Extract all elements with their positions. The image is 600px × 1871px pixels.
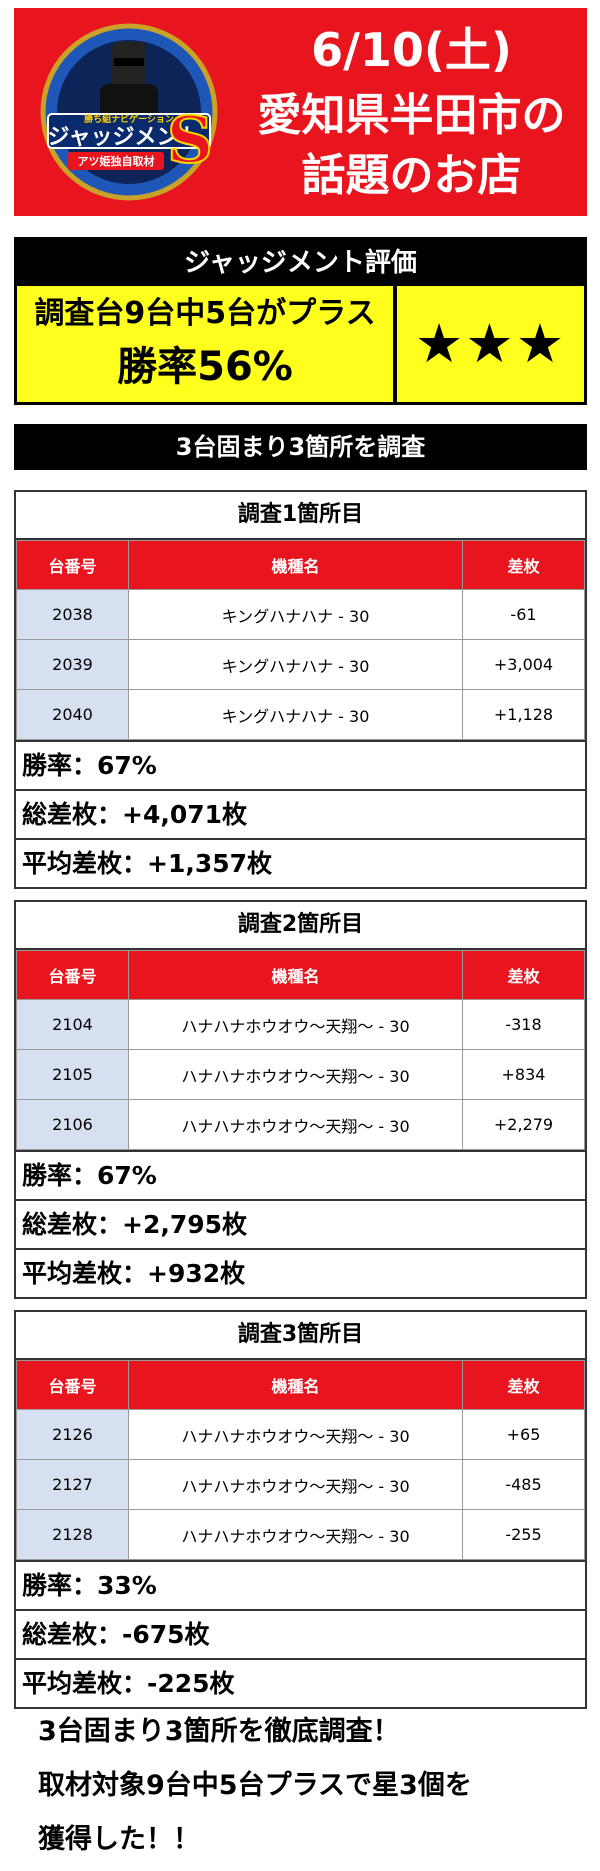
- coin-difference: +834: [462, 1049, 585, 1100]
- win-rate: 勝率：67%: [16, 740, 585, 789]
- machine-table: 台番号 機種名 差枚 2104 ハナハナホウオウ～天翔～ - 30 -318 2…: [16, 950, 585, 1150]
- machine-table: 台番号 機種名 差枚 2038 キングハナハナ - 30 -61 2039 キン…: [16, 540, 585, 740]
- footer-line-3: 獲得した！！: [38, 1824, 200, 1855]
- table-row: 2106 ハナハナホウオウ～天翔～ - 30 +2,279: [16, 1099, 585, 1150]
- win-rate: 勝率：67%: [16, 1150, 585, 1199]
- judgment-s-logo: 勝ち組ナビゲーション ジャッジメント S アツ姫独自取材: [40, 23, 218, 201]
- machine-number: 2127: [16, 1459, 129, 1510]
- model-name: キングハナハナ - 30: [128, 689, 463, 740]
- table-row: 2128 ハナハナホウオウ～天翔～ - 30 -255: [16, 1509, 585, 1560]
- survey-title: 調査2箇所目: [16, 902, 585, 950]
- table-row: 2039 キングハナハナ - 30 +3,004: [16, 639, 585, 690]
- footer-line-2: 取材対象9台中5台プラスで星3個を: [38, 1770, 472, 1801]
- evaluation-summary: 調査台9台中5台がプラス: [34, 296, 376, 331]
- table-header-row: 台番号 機種名 差枚: [16, 950, 585, 1000]
- svg-text:勝ち組ナビゲーション: 勝ち組ナビゲーション: [84, 113, 174, 125]
- model-name: ハナハナホウオウ～天翔～ - 30: [128, 999, 463, 1050]
- table-row: 2126 ハナハナホウオウ～天翔～ - 30 +65: [16, 1409, 585, 1460]
- average-difference: 平均差枚：-225枚: [16, 1658, 585, 1707]
- header-coin-difference: 差枚: [462, 950, 585, 1000]
- header-model-name: 機種名: [128, 1360, 463, 1410]
- coin-difference: +1,128: [462, 689, 585, 740]
- coin-difference: +3,004: [462, 639, 585, 690]
- coin-difference: +2,279: [462, 1099, 585, 1150]
- survey-block-3: 調査3箇所目 台番号 機種名 差枚 2126 ハナハナホウオウ～天翔～ - 30…: [14, 1310, 587, 1709]
- svg-text:アツ姫独自取材: アツ姫独自取材: [78, 154, 155, 168]
- evaluation-stars-cell: ★★★: [397, 286, 584, 402]
- machine-number: 2126: [16, 1409, 129, 1460]
- header-machine-number: 台番号: [16, 950, 129, 1000]
- table-row: 2040 キングハナハナ - 30 +1,128: [16, 689, 585, 740]
- total-difference: 総差枚：+4,071枚: [16, 789, 585, 838]
- table-header-row: 台番号 機種名 差枚: [16, 1360, 585, 1410]
- survey-title: 調査3箇所目: [16, 1312, 585, 1360]
- table-row: 2104 ハナハナホウオウ～天翔～ - 30 -318: [16, 999, 585, 1050]
- evaluation-win-rate: 勝率56%: [117, 344, 293, 390]
- model-name: ハナハナホウオウ～天翔～ - 30: [128, 1509, 463, 1560]
- coin-difference: -61: [462, 589, 585, 640]
- machine-number: 2040: [16, 689, 129, 740]
- coin-difference: -318: [462, 999, 585, 1050]
- coin-difference: -485: [462, 1459, 585, 1510]
- coin-difference: +65: [462, 1409, 585, 1460]
- header-model-name: 機種名: [128, 540, 463, 590]
- model-name: ハナハナホウオウ～天翔～ - 30: [128, 1459, 463, 1510]
- table-row: 2038 キングハナハナ - 30 -61: [16, 589, 585, 640]
- machine-number: 2039: [16, 639, 129, 690]
- average-difference: 平均差枚：+932枚: [16, 1248, 585, 1297]
- evaluation-title: ジャッジメント評価: [184, 248, 417, 278]
- machine-number: 2104: [16, 999, 129, 1050]
- model-name: ハナハナホウオウ～天翔～ - 30: [128, 1409, 463, 1460]
- banner-subtitle: 話題のお店: [301, 150, 522, 201]
- machine-number: 2105: [16, 1049, 129, 1100]
- table-row: 2127 ハナハナホウオウ～天翔～ - 30 -485: [16, 1459, 585, 1510]
- survey-title: 調査1箇所目: [16, 492, 585, 540]
- evaluation-summary-cell: 調査台9台中5台がプラス 勝率56%: [17, 286, 393, 402]
- machine-number: 2038: [16, 589, 129, 640]
- model-name: キングハナハナ - 30: [128, 639, 463, 690]
- section-title: 3台固まり3箇所を調査: [14, 424, 587, 470]
- svg-text:S: S: [167, 103, 213, 178]
- average-difference: 平均差枚：+1,357枚: [16, 838, 585, 887]
- total-difference: 総差枚：+2,795枚: [16, 1199, 585, 1248]
- header-coin-difference: 差枚: [462, 1360, 585, 1410]
- survey-block-1: 調査1箇所目 台番号 機種名 差枚 2038 キングハナハナ - 30 -61 …: [14, 490, 587, 889]
- table-header-row: 台番号 機種名 差枚: [16, 540, 585, 590]
- star-rating-icon: ★★★: [414, 312, 567, 375]
- header-banner: 勝ち組ナビゲーション ジャッジメント S アツ姫独自取材 6/10(土) 愛知県…: [14, 8, 587, 216]
- header-model-name: 機種名: [128, 950, 463, 1000]
- survey-block-2: 調査2箇所目 台番号 機種名 差枚 2104 ハナハナホウオウ～天翔～ - 30…: [14, 900, 587, 1299]
- machine-table: 台番号 機種名 差枚 2126 ハナハナホウオウ～天翔～ - 30 +65 21…: [16, 1360, 585, 1560]
- machine-number: 2128: [16, 1509, 129, 1560]
- total-difference: 総差枚：-675枚: [16, 1609, 585, 1658]
- machine-number: 2106: [16, 1099, 129, 1150]
- win-rate: 勝率：33%: [16, 1560, 585, 1609]
- banner-date: 6/10(土): [311, 23, 512, 77]
- model-name: キングハナハナ - 30: [128, 589, 463, 640]
- header-machine-number: 台番号: [16, 540, 129, 590]
- footer-summary: 3台固まり3箇所を徹底調査！ 取材対象9台中5台プラスで星3個を 獲得した！！: [14, 1705, 587, 1867]
- model-name: ハナハナホウオウ～天翔～ - 30: [128, 1099, 463, 1150]
- coin-difference: -255: [462, 1509, 585, 1560]
- table-row: 2105 ハナハナホウオウ～天翔～ - 30 +834: [16, 1049, 585, 1100]
- banner-location: 愛知県半田市の: [257, 90, 566, 141]
- evaluation-box: ジャッジメント評価 調査台9台中5台がプラス 勝率56% ★★★: [14, 237, 587, 405]
- model-name: ハナハナホウオウ～天翔～ - 30: [128, 1049, 463, 1100]
- footer-line-1: 3台固まり3箇所を徹底調査！: [38, 1716, 400, 1747]
- svg-text:ジャッジメント: ジャッジメント: [48, 125, 201, 150]
- header-coin-difference: 差枚: [462, 540, 585, 590]
- header-machine-number: 台番号: [16, 1360, 129, 1410]
